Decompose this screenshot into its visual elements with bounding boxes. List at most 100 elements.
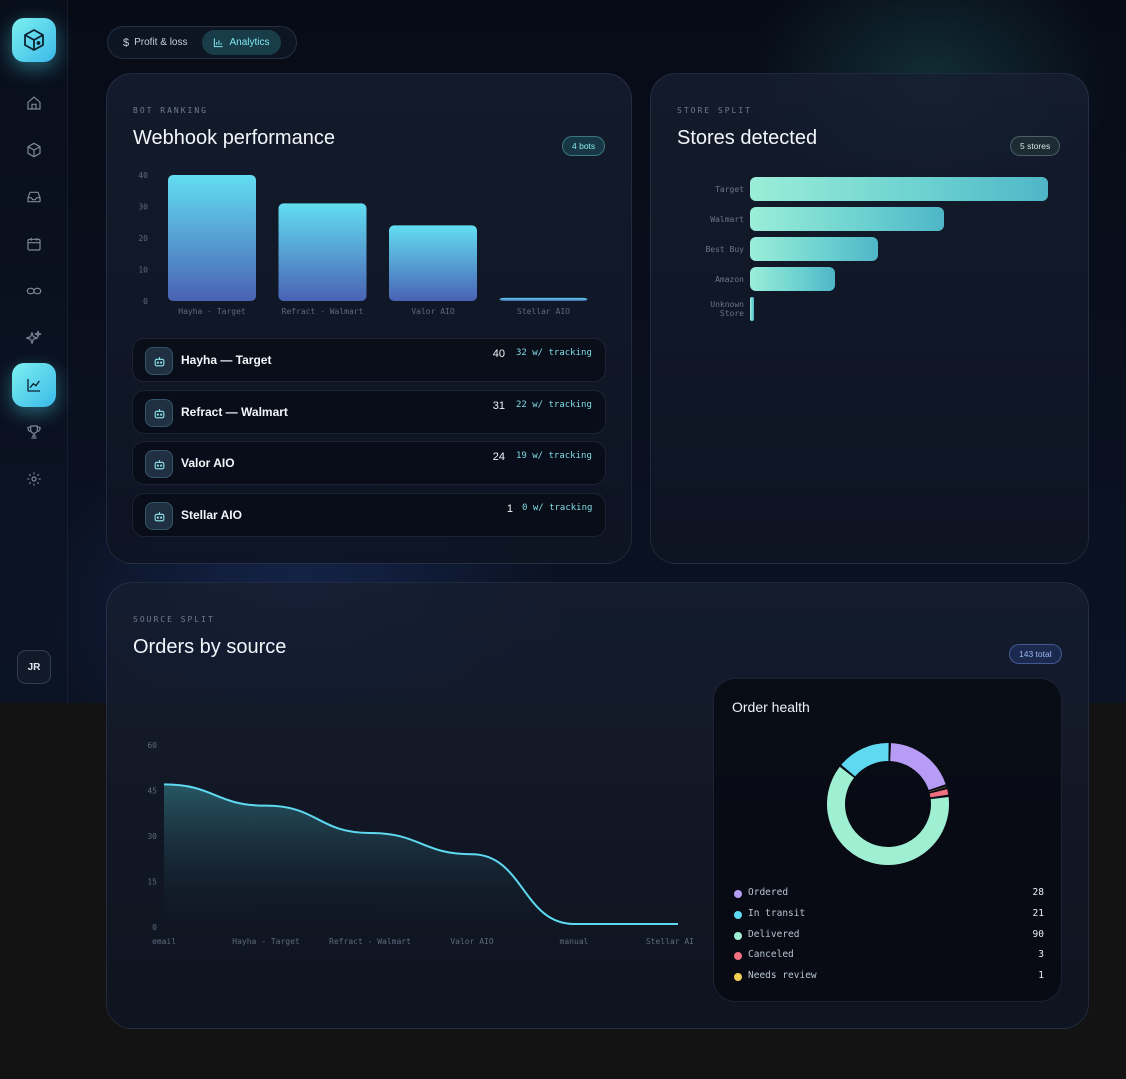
- store-bar[interactable]: [750, 177, 1048, 201]
- donut-slice[interactable]: [827, 766, 949, 865]
- orders-source-area-chart: 0 15 30 45 60 email Hayha - Target Refract - Wa…: [147, 741, 694, 946]
- sidebar-item-home[interactable]: [22, 91, 46, 115]
- bot-row[interactable]: Refract — Walmart 31 22 w/ tracking: [132, 390, 606, 434]
- sidebar-item-settings[interactable]: [22, 467, 46, 491]
- card-title: Stores detected: [677, 127, 818, 149]
- sidebar-item-inbox[interactable]: [22, 185, 46, 209]
- y-tick-label: 15: [147, 878, 157, 887]
- legend-dot: [734, 973, 742, 981]
- bot-icon: [145, 450, 173, 478]
- app-logo[interactable]: [12, 18, 56, 62]
- y-tick-label: 60: [147, 741, 157, 750]
- y-tick-label: 20: [138, 234, 148, 243]
- bot-row[interactable]: Stellar AIO 1 0 w/ tracking: [132, 493, 606, 537]
- y-tick-label: 0: [152, 923, 157, 932]
- tab-analytics[interactable]: Analytics: [202, 30, 281, 55]
- bot-name: Valor AIO: [181, 456, 235, 470]
- store-label: Amazon: [715, 275, 744, 284]
- store-label: Walmart: [710, 215, 744, 224]
- x-tick-label: email: [152, 937, 176, 946]
- legend-value: 90: [1032, 929, 1044, 940]
- user-avatar[interactable]: JR: [17, 650, 51, 684]
- bot-name: Stellar AIO: [181, 508, 242, 522]
- sidebar-item-products[interactable]: [22, 138, 46, 162]
- legend-label: Canceled: [748, 949, 794, 960]
- total-orders-badge: 143 total: [1009, 644, 1062, 664]
- y-tick-label: 30: [138, 203, 148, 212]
- card-eyebrow: SOURCE SPLIT: [133, 615, 215, 624]
- x-tick-label: Refract - Walmart: [282, 307, 364, 316]
- area-line[interactable]: [163, 783, 678, 925]
- order-health-donut: [827, 743, 949, 865]
- trophy-icon: [27, 425, 41, 439]
- bot-row[interactable]: Valor AIO 24 19 w/ tracking: [132, 441, 606, 485]
- x-tick-label: Stellar AI: [646, 937, 694, 946]
- store-bar[interactable]: [750, 237, 878, 261]
- legend-item: Canceled 3: [734, 949, 1044, 963]
- store-label: Target: [715, 185, 744, 194]
- bot-count-badge: 4 bots: [562, 136, 606, 156]
- donut-slice[interactable]: [929, 789, 949, 798]
- store-bar[interactable]: [750, 297, 754, 321]
- box-icon: [27, 142, 41, 158]
- bot-tracking: 32 w/ tracking: [516, 348, 592, 358]
- store-split-card: STORE SPLIT Stores detected 5 stores: [650, 73, 1089, 564]
- bot-tracking: 22 w/ tracking: [516, 400, 592, 410]
- bot-name: Refract — Walmart: [181, 405, 288, 419]
- webhook-bar-chart: 0 10 20 30 40 Hayha - Target Refract - Walmart…: [138, 171, 588, 316]
- legend-dot: [734, 911, 742, 919]
- card-title: Webhook performance: [133, 127, 335, 149]
- tab-profit-loss[interactable]: $ Profit & loss: [112, 30, 198, 55]
- bar[interactable]: [499, 297, 588, 301]
- y-tick-label: 10: [138, 266, 148, 275]
- bot-name: Hayha — Target: [181, 353, 272, 367]
- link-icon: [26, 287, 42, 295]
- robot-icon: [154, 408, 164, 418]
- store-bar[interactable]: [750, 267, 836, 291]
- sparkles-icon: [26, 330, 42, 344]
- x-tick-label: Valor AIO: [411, 307, 455, 316]
- bot-row[interactable]: Hayha — Target 40 32 w/ tracking: [132, 338, 606, 382]
- store-label: Best Buy: [705, 245, 744, 254]
- y-tick-label: 30: [147, 832, 157, 841]
- chart-line-icon: [27, 379, 40, 392]
- sidebar-item-analytics[interactable]: [12, 363, 56, 407]
- x-tick-label: Stellar AIO: [517, 307, 570, 316]
- bot-tracking: 0 w/ tracking: [522, 503, 593, 513]
- legend-dot: [734, 932, 742, 940]
- sidebar-item-leaderboard[interactable]: [22, 420, 46, 444]
- store-bar-chart: Target Walmart Best Buy Amazon Unknown Store: [680, 175, 1060, 330]
- bot-count: 24: [492, 451, 505, 463]
- bar[interactable]: [389, 225, 477, 301]
- y-tick-label: 40: [138, 171, 148, 180]
- sidebar: JR: [0, 0, 68, 703]
- bar[interactable]: [278, 203, 367, 301]
- gear-icon: [27, 472, 41, 486]
- sidebar-item-ai[interactable]: [22, 326, 46, 350]
- legend-label: Needs review: [748, 970, 817, 981]
- bot-icon: [145, 502, 173, 530]
- inbox-icon: [27, 191, 41, 203]
- donut-slice[interactable]: [841, 743, 889, 777]
- store-bar[interactable]: [750, 207, 944, 231]
- legend-label: Delivered: [748, 929, 800, 940]
- tab-label: Profit & loss: [134, 37, 188, 48]
- order-health-title: Order health: [732, 699, 810, 715]
- card-eyebrow: BOT RANKING: [133, 106, 208, 115]
- home-icon: [27, 96, 41, 110]
- bar[interactable]: [168, 175, 256, 301]
- view-tabs: $ Profit & loss Analytics: [107, 26, 297, 59]
- sidebar-item-calendar[interactable]: [22, 232, 46, 256]
- y-tick-label: 45: [147, 787, 157, 796]
- card-title: Orders by source: [133, 636, 287, 658]
- donut-slice[interactable]: [889, 743, 946, 791]
- legend-item: Needs review 1: [734, 970, 1044, 984]
- cube-logo-icon: [24, 29, 44, 51]
- area-fill: [164, 784, 678, 927]
- sidebar-item-links[interactable]: [22, 279, 46, 303]
- bot-count: 31: [492, 400, 505, 412]
- bot-icon: [145, 399, 173, 427]
- legend-value: 1: [1038, 970, 1044, 981]
- bot-tracking: 19 w/ tracking: [516, 451, 592, 461]
- bar-chart-icon: [214, 38, 224, 48]
